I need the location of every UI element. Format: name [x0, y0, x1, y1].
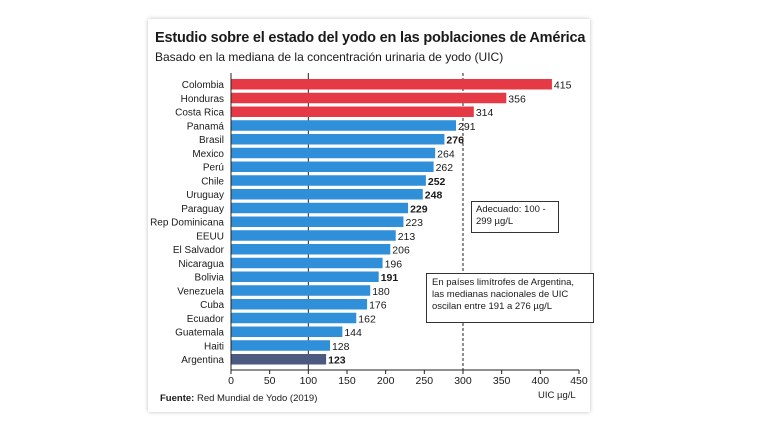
bar-brasil: [231, 134, 445, 145]
data-label: 262: [436, 162, 454, 174]
category-label: Perú: [203, 163, 224, 174]
x-tick-label: 300: [454, 375, 472, 387]
adequate-range-note: Adecuado: 100 - 299 µg/L: [471, 201, 559, 233]
bar-uruguay: [231, 189, 423, 200]
bar-ecuador: [231, 312, 357, 324]
x-tick-label: 250: [416, 375, 434, 387]
chart-title: Estudio sobre el estado del yodo en las …: [155, 30, 586, 46]
category-label: Costa Rica: [175, 108, 224, 119]
data-label: 196: [385, 258, 403, 270]
category-label: Chile: [201, 176, 224, 187]
data-label: 223: [405, 217, 423, 229]
category-label: Bolivia: [195, 273, 225, 284]
bar-guatemala: [231, 326, 343, 337]
neighbor-countries-note: En países limítrofes de Argentina, las m…: [426, 273, 594, 323]
source-text: Red Mundial de Yodo (2019): [196, 393, 318, 404]
data-label: 314: [476, 107, 494, 119]
category-label: Nicaragua: [178, 259, 224, 270]
bar-venezuela: [231, 285, 371, 296]
source-line: Fuente: Red Mundial de Yodo (2019): [160, 393, 317, 404]
x-tick-label: 350: [493, 375, 511, 387]
bar-paraguay: [231, 202, 409, 214]
x-tick-label: 150: [338, 375, 356, 387]
category-label: Venezuela: [177, 286, 224, 297]
bar-eeuu: [231, 230, 396, 241]
category-label: Panamá: [187, 121, 225, 132]
data-label: 276: [446, 135, 464, 147]
data-label: 176: [369, 300, 387, 312]
category-label: Paraguay: [181, 204, 224, 215]
bar-honduras: [231, 92, 507, 104]
data-label: 248: [425, 190, 443, 202]
data-label: 415: [554, 80, 572, 92]
data-label: 162: [358, 313, 376, 325]
data-label: 180: [372, 286, 390, 298]
category-label: Honduras: [181, 94, 224, 105]
bar-rep-dominicana: [231, 216, 404, 227]
data-label: 144: [344, 327, 362, 339]
category-label: Cuba: [200, 300, 224, 311]
bar-argentina: [231, 354, 327, 365]
category-label: Ecuador: [187, 314, 225, 325]
data-label: 252: [428, 176, 446, 188]
category-label: Colombia: [182, 80, 225, 91]
bar-el-salvador: [231, 244, 391, 255]
x-tick-label: 450: [570, 375, 588, 387]
data-label: 264: [437, 148, 455, 160]
category-label: El Salvador: [173, 245, 225, 256]
category-label: Guatemala: [175, 328, 224, 339]
category-label: Haiti: [204, 341, 224, 352]
category-label: Rep Dominicana: [150, 218, 224, 229]
category-label: Mexico: [192, 149, 224, 160]
bar-bolivia: [231, 271, 379, 282]
data-label: 206: [392, 245, 410, 257]
category-label: Uruguay: [186, 190, 224, 201]
x-tick-label: 400: [532, 375, 550, 387]
bar-cuba: [231, 299, 368, 310]
source-label: Fuente:: [160, 393, 195, 404]
data-label: 229: [410, 203, 428, 215]
data-label: 128: [332, 341, 350, 353]
bar-panamá: [231, 120, 457, 131]
data-label: 291: [458, 121, 476, 133]
bar-perú: [231, 161, 434, 172]
x-tick-label: 200: [377, 375, 395, 387]
chart-subtitle: Basado en la mediana de la concentración…: [155, 50, 504, 64]
category-label: EEUU: [196, 231, 224, 242]
x-tick-label: 50: [264, 375, 276, 387]
bar-colombia: [231, 79, 552, 90]
category-label: Brasil: [199, 135, 224, 146]
category-label: Argentina: [181, 355, 224, 366]
bar-nicaragua: [231, 257, 383, 269]
bar-chile: [231, 175, 426, 186]
bar-costa-rica: [231, 106, 474, 117]
bar-haiti: [231, 340, 330, 351]
data-label: 191: [381, 272, 399, 284]
x-tick-label: 100: [300, 375, 318, 387]
data-label: 213: [398, 231, 416, 243]
data-label: 123: [328, 355, 346, 367]
data-label: 356: [508, 93, 526, 105]
x-tick-label: 0: [228, 375, 234, 387]
bar-mexico: [231, 147, 436, 159]
x-axis-unit: UIC µg/L: [538, 390, 576, 401]
